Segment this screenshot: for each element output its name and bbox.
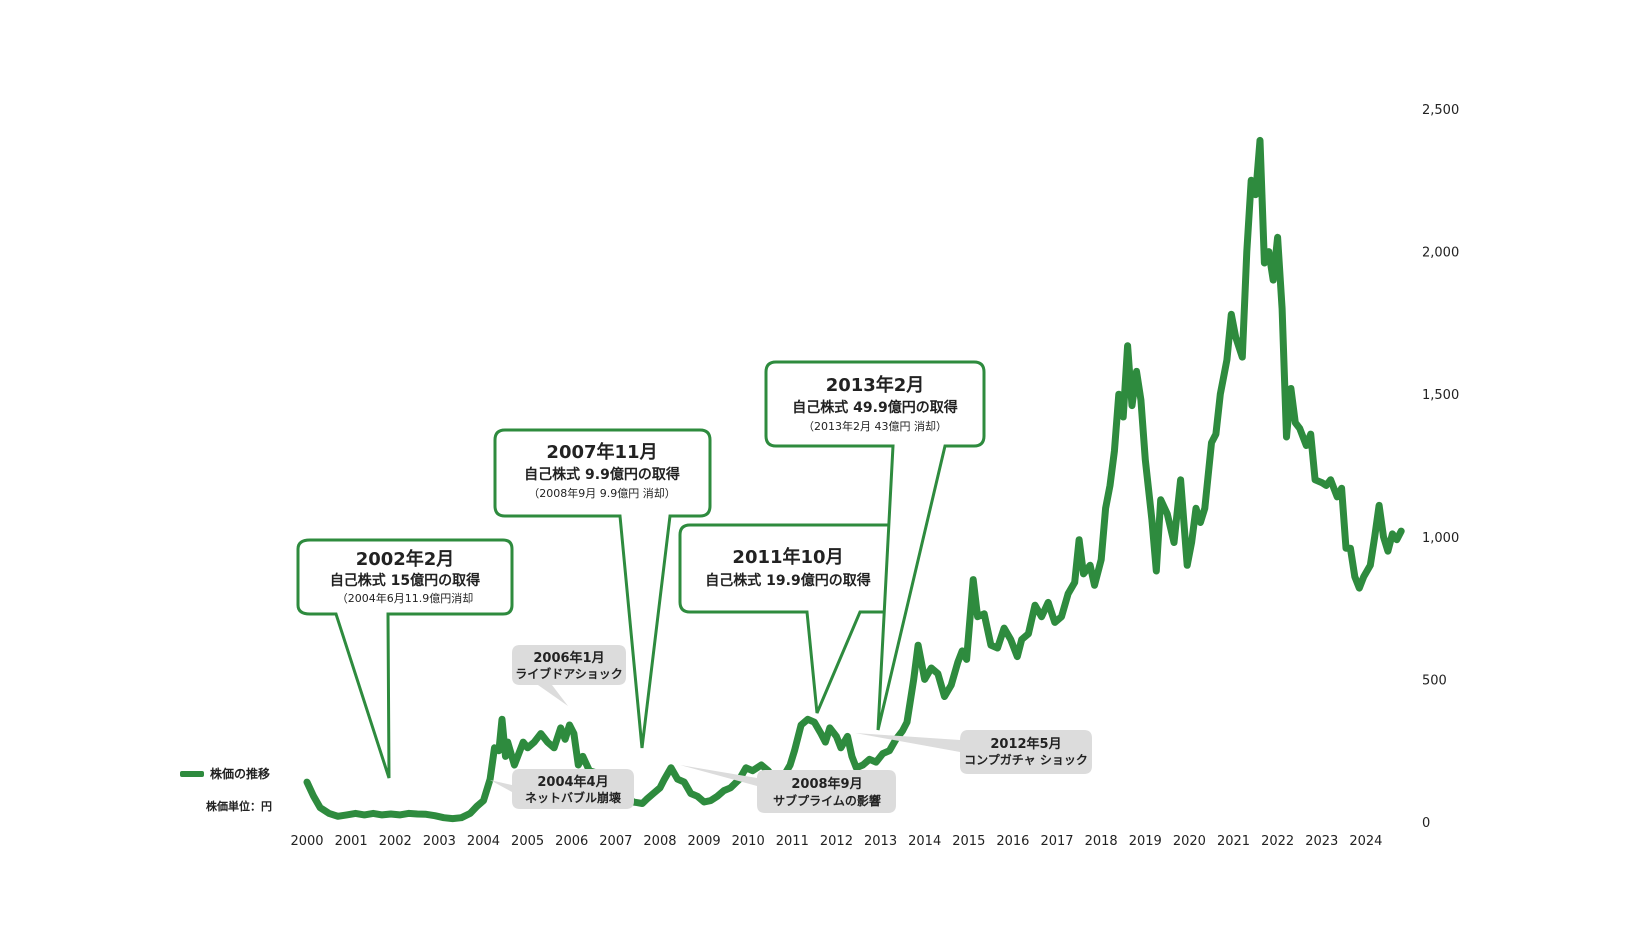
event-2004-line2: ネットバブル崩壊 xyxy=(525,790,622,805)
x-tick-label: 2020 xyxy=(1173,834,1206,849)
event-2008-line2: サブプライムの影響 xyxy=(773,793,881,808)
callout-2013-line2: （2013年2月 43億円 消却） xyxy=(803,419,947,433)
unit-label: 株価単位：円 xyxy=(206,800,272,813)
callout-2013: 2013年2月 自己株式 49.9億円の取得 （2013年2月 43億円 消却） xyxy=(764,360,986,731)
x-tick-label: 2022 xyxy=(1261,834,1294,849)
x-tick-label: 2016 xyxy=(996,834,1029,849)
y-tick-label: 1,500 xyxy=(1422,388,1459,403)
callout-2002-line1: 自己株式 15億円の取得 xyxy=(330,572,480,589)
event-2006-line2: ライブドアショック xyxy=(515,666,623,681)
stock-price-line xyxy=(303,136,1405,823)
y-tick-label: 2,000 xyxy=(1422,246,1459,261)
callout-2011-line1: 自己株式 19.9億円の取得 xyxy=(705,572,870,589)
x-tick-label: 2017 xyxy=(1040,834,1073,849)
event-2012-line2: コンプガチャ ショック xyxy=(964,752,1088,767)
callout-2007-title: 2007年11月 xyxy=(546,441,657,463)
x-tick-label: 2023 xyxy=(1305,834,1338,849)
y-axis-ticks: 0 500 1,000 1,500 2,000 2,500 xyxy=(1422,103,1459,831)
y-tick-label: 500 xyxy=(1422,673,1447,688)
x-tick-label: 2014 xyxy=(908,834,941,849)
chart-legend: 株価の推移 xyxy=(180,765,270,782)
x-tick-label: 2024 xyxy=(1349,834,1382,849)
event-2008-line1: 2008年9月 xyxy=(791,776,862,792)
x-tick-label: 2006 xyxy=(555,834,588,849)
x-tick-label: 2009 xyxy=(688,834,721,849)
x-tick-label: 2013 xyxy=(864,834,897,849)
x-tick-label: 2021 xyxy=(1217,834,1250,849)
x-axis-ticks: 2000 2001 2002 2003 2004 2005 2006 2007 2008 2009… xyxy=(290,834,1382,849)
callout-2011-title: 2011年10月 xyxy=(732,546,843,568)
event-2012: 2012年5月 コンプガチャ ショック xyxy=(855,730,1092,774)
x-tick-label: 2004 xyxy=(467,834,500,849)
legend-label: 株価の推移 xyxy=(210,767,271,781)
x-tick-label: 2000 xyxy=(290,834,323,849)
legend-swatch xyxy=(180,770,204,777)
callout-2011: 2011年10月 自己株式 19.9億円の取得 xyxy=(678,523,899,714)
x-tick-label: 2011 xyxy=(776,834,809,849)
callout-2013-title: 2013年2月 xyxy=(826,374,925,396)
x-tick-label: 2015 xyxy=(952,834,985,849)
callout-2007: 2007年11月 自己株式 9.9億円の取得 （2008年9月 9.9億円 消却… xyxy=(493,428,712,749)
event-2012-line1: 2012年5月 xyxy=(990,736,1061,752)
callout-2007-line1: 自己株式 9.9億円の取得 xyxy=(524,466,680,483)
x-tick-label: 2003 xyxy=(423,834,456,849)
callout-2002-title: 2002年2月 xyxy=(356,548,455,570)
x-tick-label: 2010 xyxy=(732,834,765,849)
x-tick-label: 2019 xyxy=(1129,834,1162,849)
x-tick-label: 2001 xyxy=(335,834,368,849)
x-tick-label: 2007 xyxy=(599,834,632,849)
callout-2002: 2002年2月 自己株式 15億円の取得 （2004年6月11.9億円消却 xyxy=(296,538,514,779)
callout-2007-line2: （2008年9月 9.9億円 消却） xyxy=(528,486,675,500)
event-2004-line1: 2004年4月 xyxy=(537,774,608,790)
callout-2002-line2: （2004年6月11.9億円消却 xyxy=(337,591,473,605)
x-tick-label: 2008 xyxy=(643,834,676,849)
x-tick-label: 2012 xyxy=(820,834,853,849)
x-tick-label: 2018 xyxy=(1085,834,1118,849)
event-2006-line1: 2006年1月 xyxy=(533,650,604,666)
x-tick-label: 2002 xyxy=(379,834,412,849)
y-tick-label: 2,500 xyxy=(1422,103,1459,118)
event-2004: 2004年4月 ネットバブル崩壊 xyxy=(490,769,634,809)
event-2006: 2006年1月 ライブドアショック xyxy=(512,645,626,706)
x-tick-label: 2005 xyxy=(511,834,544,849)
y-tick-label: 0 xyxy=(1422,816,1430,831)
event-2008: 2008年9月 サブプライムの影響 xyxy=(680,765,896,813)
callout-2013-line1: 自己株式 49.9億円の取得 xyxy=(792,399,957,416)
y-tick-label: 1,000 xyxy=(1422,531,1459,546)
